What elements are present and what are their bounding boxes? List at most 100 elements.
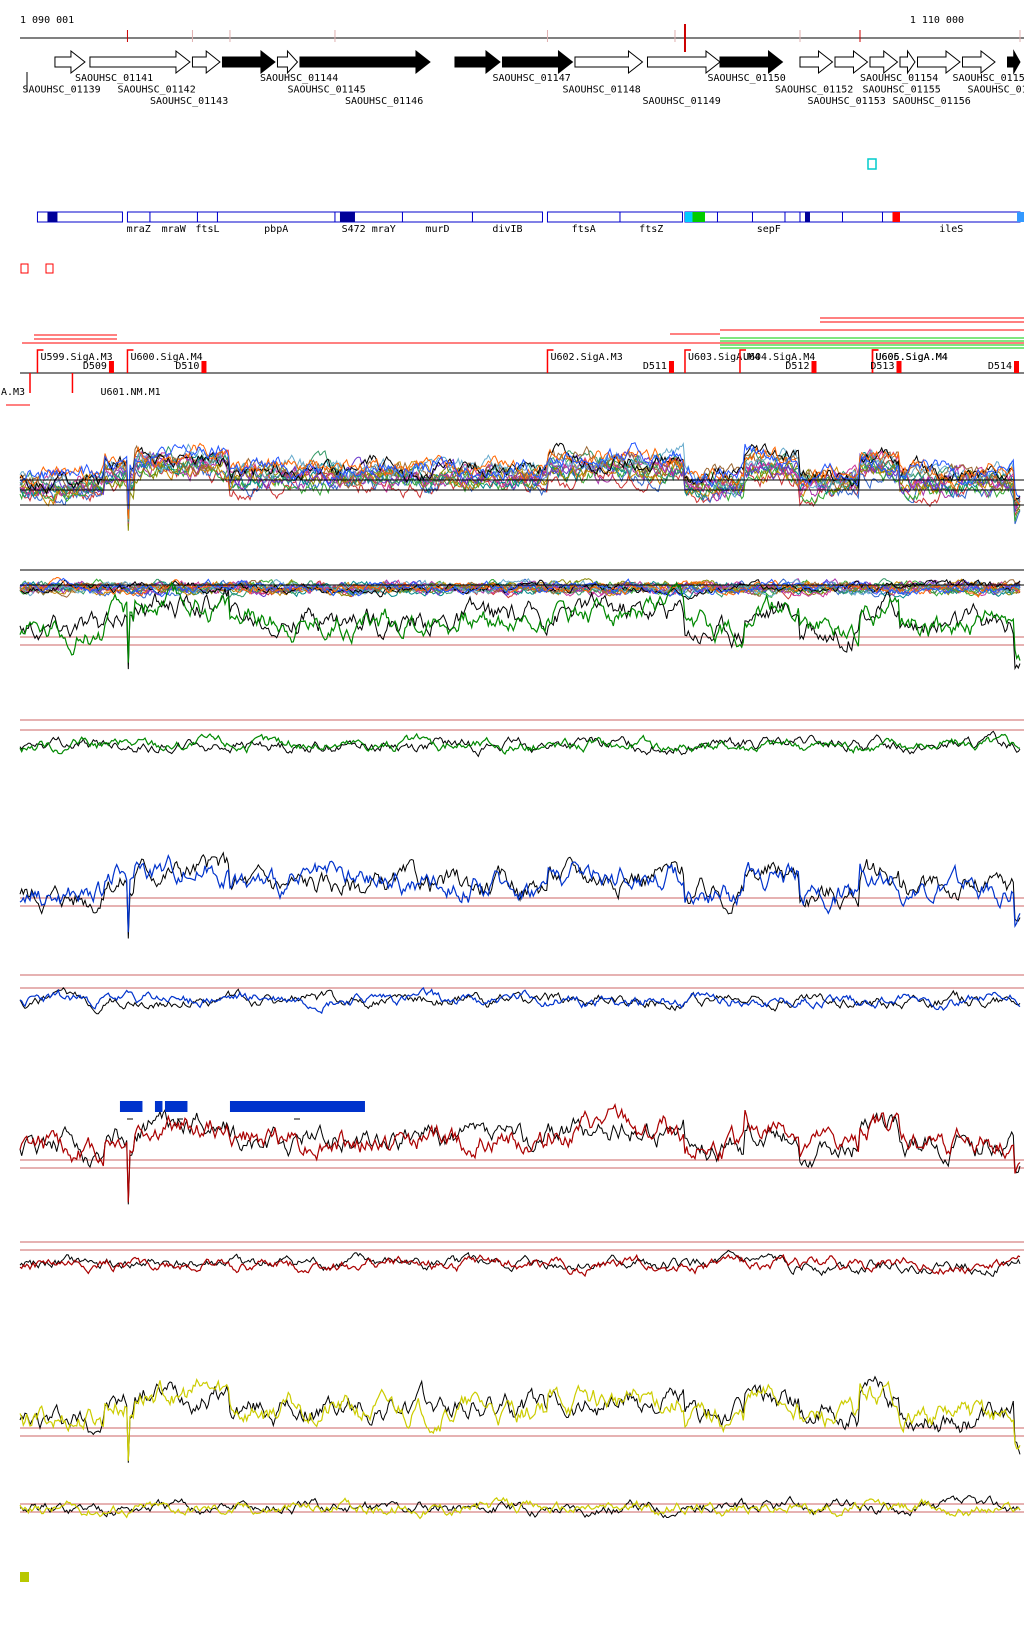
ruler-start-label: 1 090 001 [20,15,74,26]
promoter-label: U606.SigA.M4 [875,352,947,363]
blue-segment [154,1101,163,1112]
ruler-ticks [126,24,1021,52]
overlay-a-line [19,442,1021,520]
module-label: ftsL [195,224,219,235]
promoter-arrow-icon [126,349,134,373]
gene-labels: SAOUHSC_01141 SAOUHSC_01144 SAOUHSC_01147 S… [22,73,1024,107]
gene-label: SAOUHSC_01155 [862,85,940,96]
module-box [471,211,543,223]
gene-label: SAOUHSC_01153 [807,96,885,107]
module-track: mraZ mraW ftsL pbpA S472 mraY murD divIB ftsA ft… [36,211,1024,235]
promoter-arrow-icon [36,349,44,373]
terminator-icon [201,361,207,373]
red-marker-icon [45,263,54,274]
promoter-label: U604.SigA.M4 [743,352,815,363]
gene-track [26,49,1021,92]
gene-arrow-g1158 [961,49,996,75]
gene-label: SAOUHSC_01159 [967,85,1024,96]
module-box [126,211,151,223]
promoter-label: U605.SigA.M4 [875,352,947,363]
gene-arrow-g1144 [276,49,299,75]
overlay-b-line [19,577,1021,598]
module-label: mraW [162,224,187,235]
cyan-marker-icon [867,158,877,170]
module-mark [339,212,355,222]
module-box [546,211,621,223]
module-box [841,211,883,223]
module-box [196,211,218,223]
gene-arrow-g1150 [719,49,784,75]
terminator-icon [896,361,902,373]
gene-label: SAOUHSC_01144 [260,73,338,84]
overlay-b-line [19,579,1021,598]
module-mark [804,212,810,222]
terminator-icon [668,361,674,373]
expression-line-b [19,732,1021,755]
expression-line-a [19,1103,1021,1203]
gene-arrow-g1146 [454,49,501,75]
module-label: S472 mraY [342,224,396,235]
gene-arrow-g1147 [501,49,574,75]
module-label: ftsZ [639,224,663,235]
module-box [751,211,786,223]
gene-label: SAOUHSC_01142 [117,85,195,96]
promoter-arrow-icon [684,349,691,373]
expression-line-a [19,1377,1021,1461]
gene-label: SAOUHSC_01152 [775,85,853,96]
gene-label: SAOUHSC_01148 [562,85,640,96]
gene-label: SAOUHSC_01145 [287,85,365,96]
module-box [216,211,336,223]
module-box [401,211,473,223]
module-box [716,211,753,223]
gene-label: SAOUHSC_01158 [952,73,1024,84]
overlay-a-line [19,442,1021,510]
gene-arrow-g1145 [299,49,431,75]
gene-label: SAOUHSC_01149 [642,96,720,107]
module-label: ileS [939,224,963,235]
overlay-a-line [19,442,1021,505]
promoter-label: U602.SigA.M3 [550,352,622,363]
expression-line-a [19,854,1021,933]
terminator-label: D513 [870,361,894,372]
module-box [149,211,198,223]
gene-label: SAOUHSC_01146 [345,96,423,107]
expression-line-a [19,580,1021,663]
promoter-arrow-icon [871,349,879,373]
module-box [784,211,801,223]
module-label: mraZ [127,224,151,235]
expression-line-a [19,1375,1021,1463]
promoter-arrow-icon [739,349,746,373]
terminator-icon [811,361,817,373]
gene-arrow-g1139 [54,49,86,75]
expression-line-b [19,986,1021,1015]
blue-segment [164,1101,188,1112]
promoter-label: U603.SigA.M4 [688,352,760,363]
gene-arrow-g1142 [191,49,221,75]
gene-label: SAOUHSC_01147 [492,73,570,84]
gene-label: SAOUHSC_01154 [860,73,938,84]
legend-marker-icon [20,1572,29,1582]
promoter-label: A.M3 [1,387,25,398]
terminator-label: D509 [83,361,107,372]
module-label: pbpA [264,224,288,235]
promoter-label: U601.NM.M1 [100,387,160,398]
terminator-label: D510 [175,361,199,372]
blue-segment-track [119,1101,365,1120]
ruler-end-label: 1 110 000 [910,15,964,26]
module-box [881,211,1021,223]
blue-segment [119,1101,143,1112]
expression-line-a [19,586,1021,671]
gene-arrow-g1153 [834,49,869,75]
gene-arrow-g1159 [1006,49,1021,75]
module-mark [684,212,693,222]
expression-line-b [19,1249,1021,1277]
promoter-label: U599.SigA.M3 [40,352,112,363]
gene-label: SAOUHSC_01156 [892,96,970,107]
module-mark [892,212,900,222]
module-label: murD [425,224,449,235]
module-label: divIB [492,224,522,235]
terminator-icon [1014,361,1019,373]
red-marker-icon [20,263,29,274]
gene-label: SAOUHSC_01143 [150,96,228,107]
